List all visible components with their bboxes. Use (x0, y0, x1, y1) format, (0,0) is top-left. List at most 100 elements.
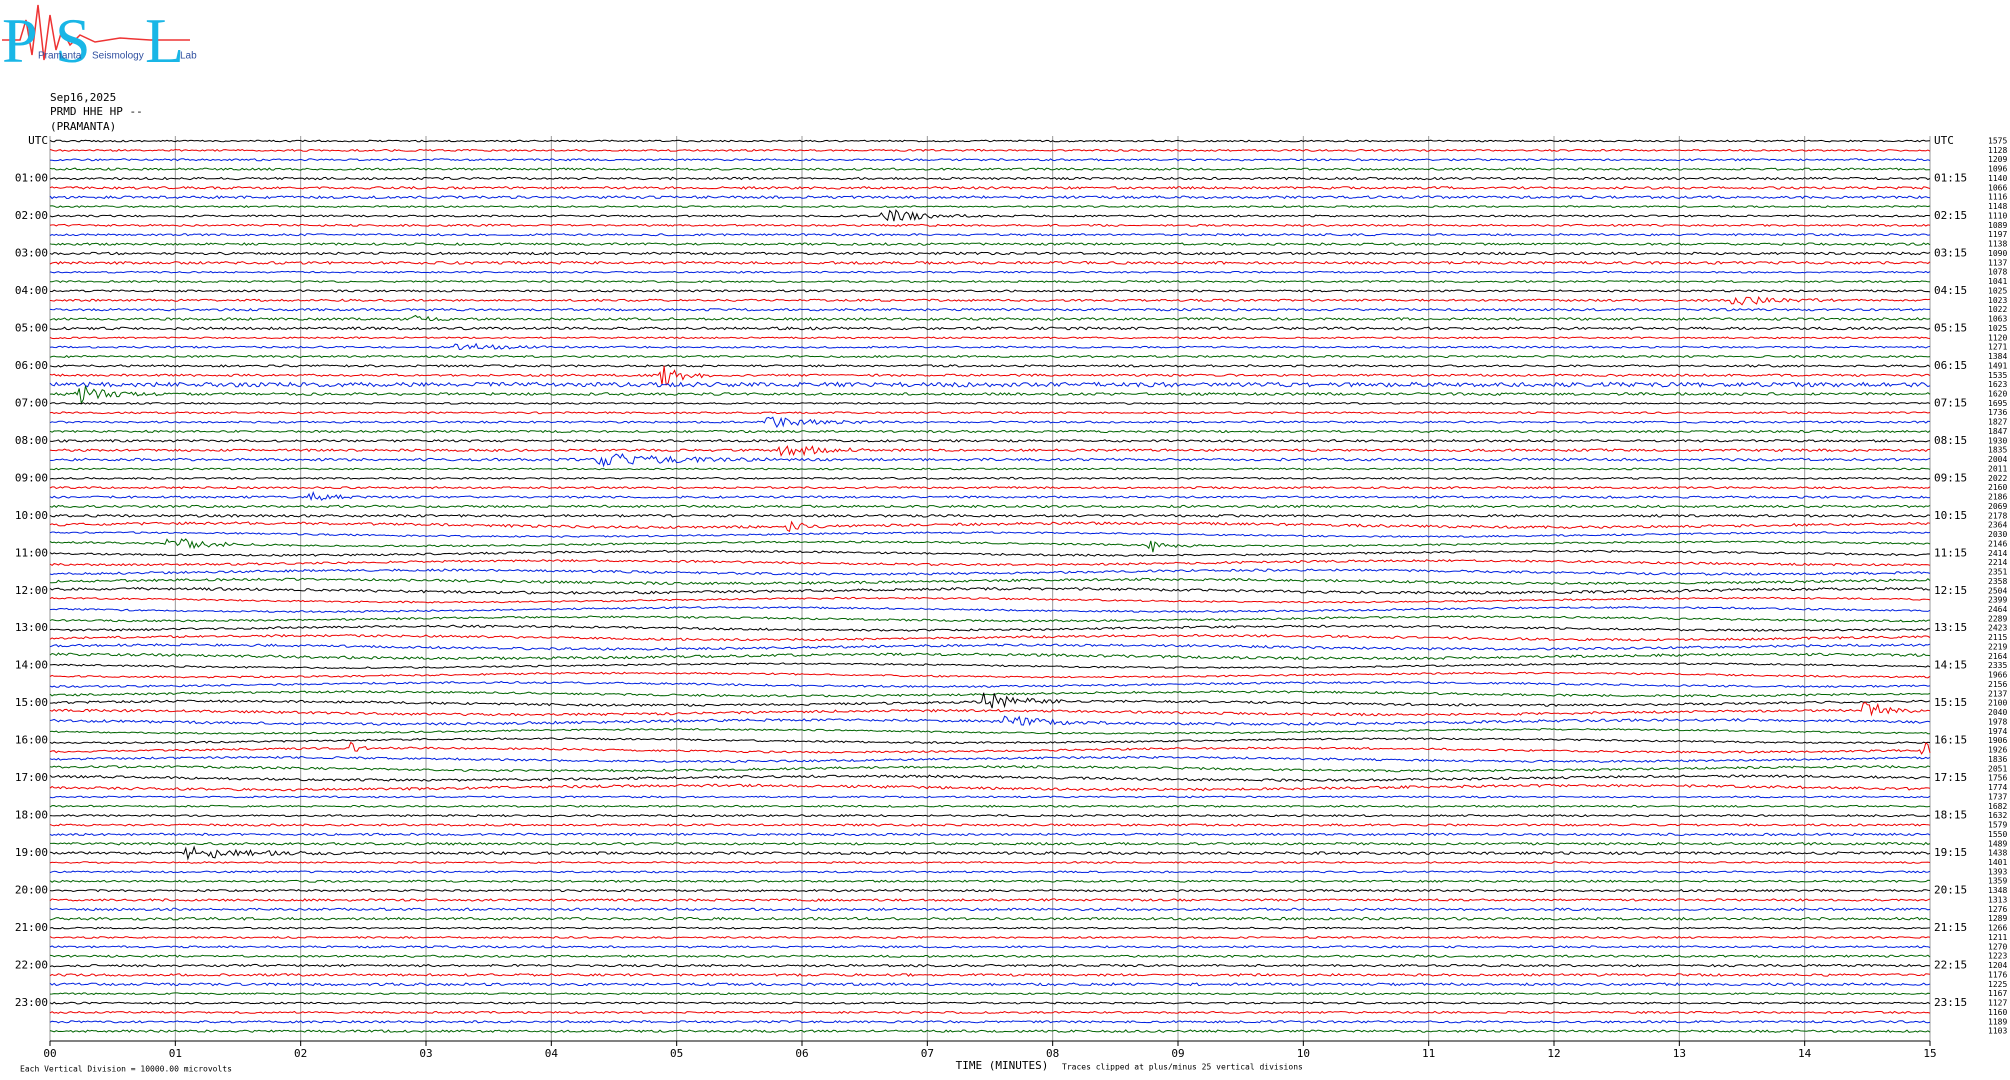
left-hour-label: 18:00 (15, 809, 48, 822)
trace-number: 1160 (1988, 1008, 2007, 1017)
trace (49, 520, 1931, 533)
x-tick-label: 05 (670, 1047, 683, 1060)
trace-number: 1225 (1988, 980, 2007, 989)
trace (49, 453, 1931, 468)
trace-number: 1137 (1988, 258, 2007, 267)
trace-number: 1127 (1988, 999, 2007, 1008)
trace-number: 2214 (1988, 558, 2007, 567)
trace-number: 1204 (1988, 961, 2007, 970)
trace (49, 715, 1931, 726)
right-hour-label: 20:15 (1934, 884, 1967, 897)
trace-number: 1737 (1988, 792, 2007, 801)
trace (49, 260, 1931, 265)
trace-number: 2464 (1988, 605, 2007, 614)
trace-number: 1438 (1988, 849, 2007, 858)
trace-number: 2335 (1988, 661, 2007, 670)
logo-letter: L (145, 5, 184, 76)
clip-note: Traces clipped at plus/minus 25 vertical… (1062, 1063, 1303, 1072)
axis-title: TIME (MINUTES) (956, 1059, 1049, 1072)
trace-number: 1489 (1988, 839, 2007, 848)
logo-letter: S (55, 5, 91, 76)
trace-number: 1148 (1988, 202, 2007, 211)
trace (50, 280, 1931, 284)
trace-number: 1271 (1988, 343, 2007, 352)
logo-wave (2, 4, 190, 61)
trace (49, 381, 1931, 388)
trace (49, 365, 1931, 386)
trace-number: 2364 (1988, 521, 2007, 530)
trace-number: 1906 (1988, 736, 2007, 745)
trace-number: 1966 (1988, 671, 2007, 680)
trace (49, 307, 1930, 312)
x-tick-label: 04 (545, 1047, 559, 1060)
trace (49, 804, 1931, 808)
trace (49, 270, 1931, 274)
trace (49, 326, 1931, 331)
trace (49, 438, 1931, 443)
trace-number: 1025 (1988, 286, 2007, 295)
trace (49, 1001, 1931, 1005)
logo-word: Seismology (92, 51, 144, 62)
right-hour-label: 09:15 (1934, 471, 1967, 484)
trace-number: 1974 (1988, 727, 2007, 736)
trace (49, 907, 1931, 912)
trace-number: 1682 (1988, 802, 2007, 811)
right-hour-label: 19:15 (1934, 846, 1967, 859)
trace-number: 1128 (1988, 146, 2007, 155)
right-hour-label: 15:15 (1934, 696, 1967, 709)
trace-number: 1025 (1988, 324, 2007, 333)
trace-number: 1176 (1988, 970, 2007, 979)
right-hour-label: 03:15 (1934, 246, 1967, 259)
trace-number: 1348 (1988, 886, 2007, 895)
trace-number: 2289 (1988, 614, 2007, 623)
trace-number: 2030 (1988, 530, 2007, 539)
trace-number: 1223 (1988, 952, 2007, 961)
trace (49, 467, 1931, 471)
trace (49, 783, 1931, 792)
date: Sep16,2025 (50, 91, 116, 104)
trace-number: 1209 (1988, 155, 2007, 164)
left-hour-label: 20:00 (15, 884, 48, 897)
trace (49, 633, 1931, 642)
right-hour-label: 10:15 (1934, 509, 1967, 522)
trace (49, 727, 1930, 735)
left-hour-label: 23:00 (15, 996, 48, 1009)
trace-number: 1066 (1988, 183, 2007, 192)
left-hour-label: 03:00 (15, 246, 48, 259)
trace (49, 538, 1931, 553)
trace-number: 1103 (1988, 1027, 2007, 1036)
trace (50, 577, 1931, 586)
trace-number: 1632 (1988, 811, 2007, 820)
trace-number: 1401 (1988, 858, 2007, 867)
trace (49, 354, 1931, 359)
trace-number: 1620 (1988, 389, 2007, 398)
trace-number: 2137 (1988, 689, 2007, 698)
trace (49, 401, 1931, 405)
trace (49, 624, 1930, 632)
trace (49, 945, 1931, 949)
trace-number: 1116 (1988, 193, 2007, 202)
trace-number: 1978 (1988, 717, 2007, 726)
trace-number: 1096 (1988, 165, 2007, 174)
left-hour-label: 07:00 (15, 396, 48, 409)
trace-number: 1847 (1988, 427, 2007, 436)
left-hour-label: 08:00 (15, 434, 48, 447)
trace (49, 139, 1931, 143)
trace (49, 1020, 1931, 1024)
left-hour-label: 17:00 (15, 771, 48, 784)
trace (49, 1029, 1931, 1033)
scale-note: Each Vertical Division = 10000.00 microv… (20, 1065, 232, 1074)
trace (49, 504, 1931, 509)
trace (49, 513, 1931, 518)
right-hour-label: 02:15 (1934, 209, 1967, 222)
x-tick-label: 13 (1673, 1047, 1686, 1060)
trace (50, 692, 1931, 709)
left-hour-label: UTC (28, 134, 48, 147)
trace-number: 1110 (1988, 211, 2007, 220)
trace (49, 606, 1931, 613)
channel: PRMD HHE HP -- (50, 105, 143, 118)
trace-number: 2178 (1988, 511, 2007, 520)
trace-number: 1623 (1988, 380, 2007, 389)
trace-number: 2156 (1988, 680, 2007, 689)
